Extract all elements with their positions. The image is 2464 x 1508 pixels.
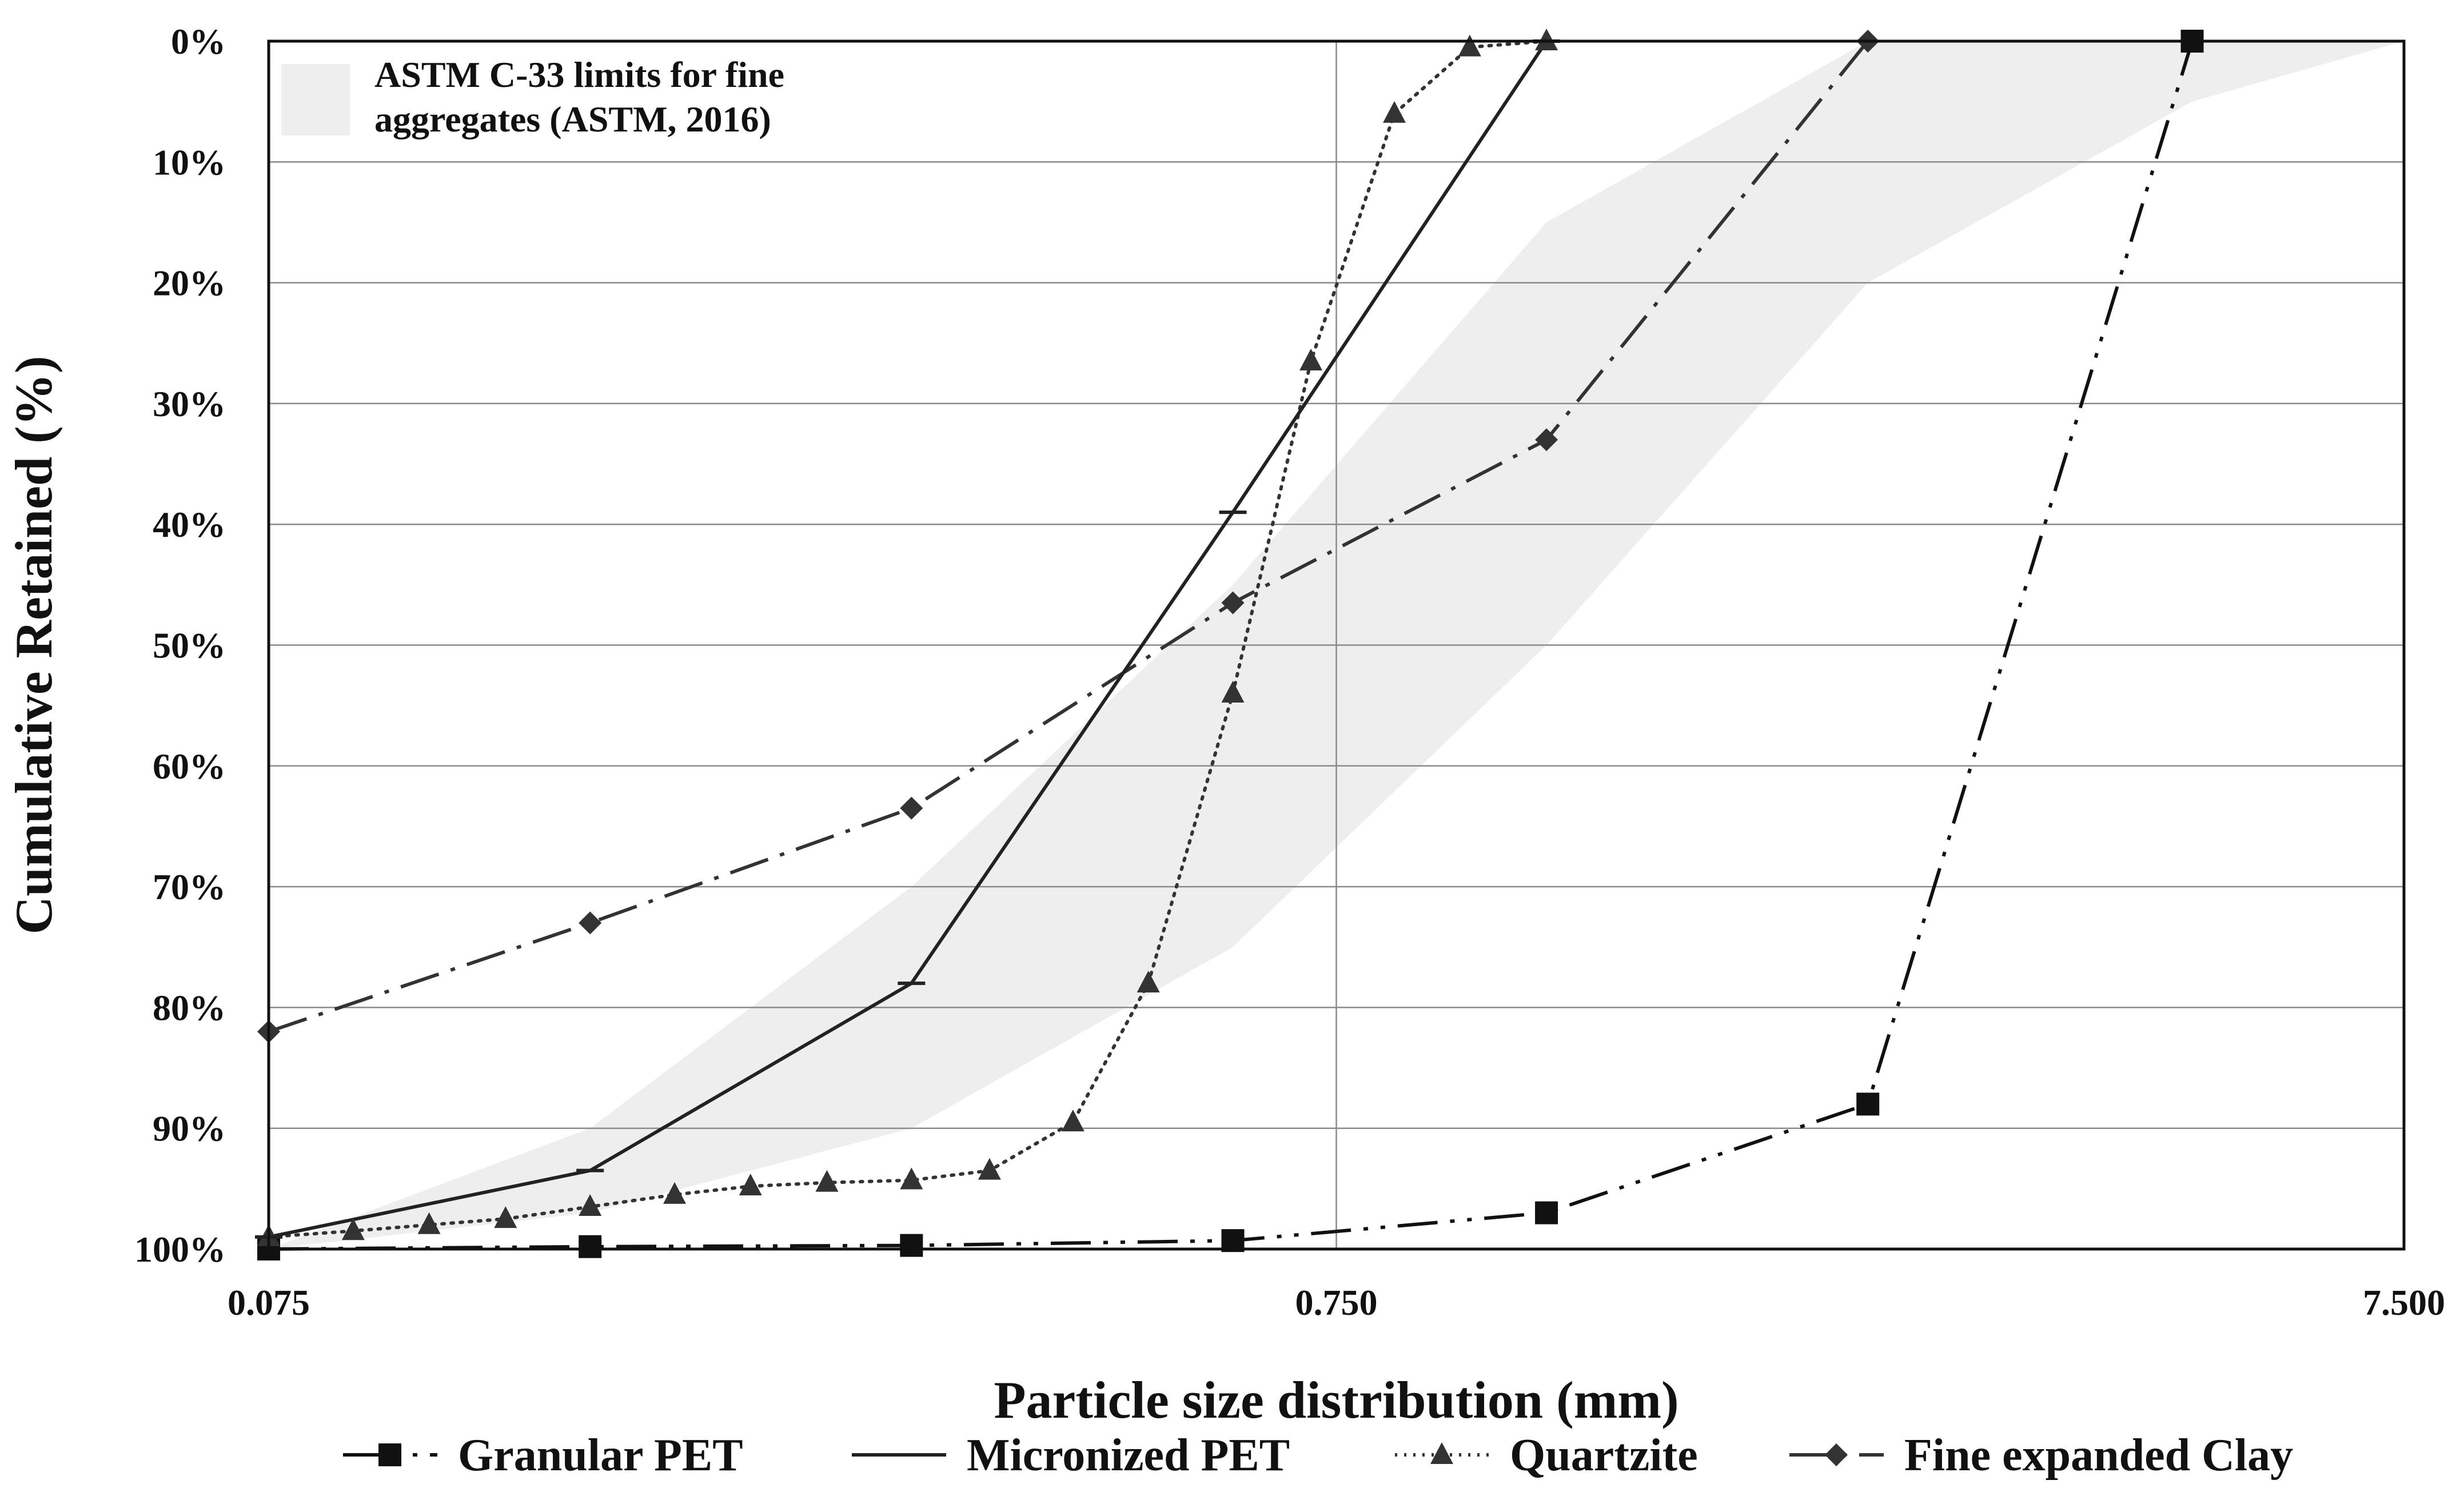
granular-pet-point	[1535, 1201, 1558, 1224]
y-tick-label: 50%	[153, 625, 226, 666]
quartzite-point	[739, 1174, 762, 1196]
quartzite-point	[978, 1158, 1001, 1180]
quartzite-point	[900, 1167, 923, 1190]
quartzite-point	[815, 1170, 839, 1192]
legend-fine-expanded-clay-label: Fine expanded Clay	[1904, 1430, 2293, 1481]
band-legend-label: aggregates (ASTM, 2016)	[374, 99, 771, 139]
quartzite-point	[1061, 1110, 1085, 1132]
quartzite-point	[663, 1182, 687, 1204]
y-tick-label: 90%	[153, 1108, 226, 1149]
plot-frame	[267, 39, 2406, 1251]
legend-granular-pet-label: Granular PET	[458, 1430, 743, 1481]
quartzite-point	[1458, 34, 1481, 57]
granular-pet-point	[1856, 1092, 1880, 1116]
fine-expanded-clay-line	[268, 40, 1869, 1034]
quartzite-line	[267, 39, 1549, 1239]
y-tick-label: 0%	[171, 21, 226, 62]
x-tick-label: 0.075	[228, 1282, 310, 1323]
y-tick-label: 40%	[153, 504, 226, 545]
legend: Granular PET Micronized PET Quartzite Fine …	[343, 1430, 2293, 1481]
marker-layer	[255, 29, 2204, 1260]
quartzite-point	[1299, 348, 1323, 370]
fine-expanded-clay-point	[1535, 428, 1558, 452]
y-tick-label: 80%	[153, 987, 226, 1028]
legend-fine-expanded-clay-marker	[1825, 1443, 1848, 1466]
y-tick-label: 30%	[153, 384, 226, 424]
x-tick-label: 7.500	[2363, 1282, 2445, 1323]
axis-layer: 0% 10% 20% 30% 40% 50% 60% 70% 80% 90% 100%0.075 0.…	[134, 21, 2445, 1323]
legend-micronized-pet-label: Micronized PET	[967, 1430, 1290, 1481]
quartzite-point	[417, 1212, 441, 1234]
legend-quartzite-marker	[1430, 1442, 1453, 1464]
legend-granular-pet-marker	[378, 1443, 401, 1466]
quartzite-point	[1221, 681, 1245, 703]
fine-expanded-clay-point	[579, 911, 602, 935]
y-tick-label: 100%	[134, 1229, 226, 1270]
band-legend-label: ASTM C-33 limits for fine	[374, 54, 784, 95]
fine-expanded-clay-point	[1221, 591, 1245, 615]
band-legend-swatch	[281, 64, 350, 135]
y-axis-title: Cumulative Retained (%)	[5, 356, 63, 935]
granular-pet-point	[900, 1234, 923, 1257]
quartzite-point	[579, 1194, 602, 1216]
quartzite-point	[494, 1206, 517, 1228]
quartzite-point	[341, 1218, 365, 1240]
y-tick-label: 70%	[153, 867, 226, 907]
x-axis-title: Particle size distribution (mm)	[994, 1371, 1678, 1429]
y-tick-label: 10%	[153, 142, 226, 182]
y-tick-label: 60%	[153, 746, 226, 787]
granular-pet-point	[579, 1235, 602, 1258]
quartzite-point	[1137, 971, 1160, 993]
quartzite-point	[1383, 101, 1406, 123]
y-tick-label: 20%	[153, 263, 226, 304]
fine-expanded-clay-point	[900, 796, 923, 820]
x-tick-label: 0.750	[1295, 1282, 1378, 1323]
legend-quartzite-label: Quartzite	[1510, 1430, 1698, 1481]
